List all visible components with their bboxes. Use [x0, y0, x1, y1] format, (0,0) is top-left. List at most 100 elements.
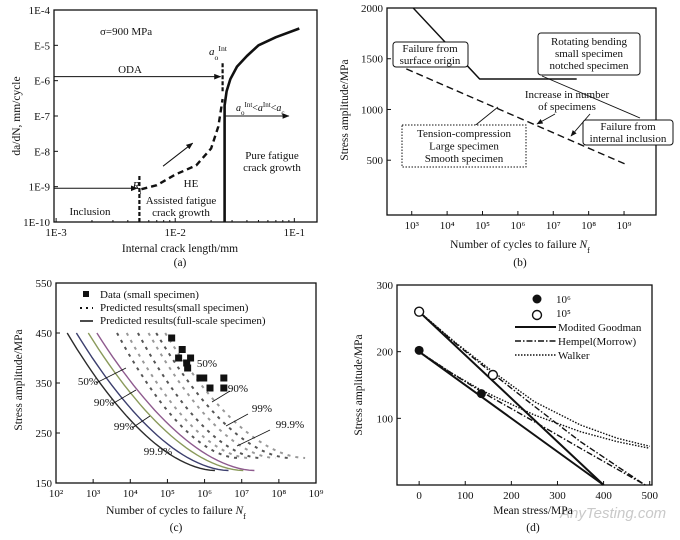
- internal-label-line: internal inclusion: [590, 133, 667, 145]
- y-tick-label: 350: [36, 378, 53, 390]
- x-axis-label-part: Number of cycles to failure: [450, 239, 579, 251]
- data-point: [200, 374, 208, 382]
- y-tick-label: 1E-4: [29, 5, 51, 17]
- stress-annotation: σ=900 MPa: [100, 26, 152, 38]
- x-tick-label: 10⁸: [271, 488, 286, 500]
- panel-caption: (b): [513, 257, 527, 269]
- increase-label-line: of specimens: [538, 101, 596, 113]
- x-tick-label: 1E-3: [45, 227, 67, 239]
- data-point-1e6: [476, 389, 486, 399]
- full-scale-curve: [75, 332, 229, 472]
- x-axis-label-part: Number of cycles to failure: [106, 505, 235, 517]
- x-tick-label: 500: [641, 490, 658, 502]
- y-tick-label: 450: [36, 328, 53, 340]
- crack-growth-solid-curve: [223, 27, 300, 222]
- x-axis-label: Number of cycles to failure Nf: [450, 239, 590, 255]
- internal-arrow: [570, 113, 591, 137]
- y-tick-label: 1000: [361, 104, 384, 116]
- chart-d: 0 100 200 300 400 500 100 200 300 Mean stress/MPa…: [353, 280, 658, 534]
- x-tick-label: 1E-1: [284, 227, 305, 239]
- x-axis-label-part: f: [587, 246, 590, 255]
- x-tick-label: 10⁹: [617, 220, 632, 232]
- surface-label-line: surface origin: [400, 55, 461, 67]
- small-specimen-curve: [147, 332, 276, 459]
- x-axis-label-part: f: [243, 512, 246, 521]
- crack-range-label-part: Int: [263, 101, 271, 109]
- tension-compression-line: [406, 68, 629, 166]
- x-tick-label: 10⁵: [475, 220, 490, 232]
- legend-label: 10⁵: [556, 308, 571, 320]
- data-point: [187, 354, 195, 362]
- series-walker: [418, 311, 650, 447]
- small-specimen-curve: [116, 332, 239, 459]
- internal-box: [582, 119, 674, 146]
- legend-label: Predicted results(full-scale specimen): [100, 315, 266, 327]
- y-tick-label: 1500: [361, 54, 384, 66]
- y-tick-label: E-7: [34, 111, 50, 123]
- inclusion-label: Inclusion: [70, 206, 111, 218]
- surface-box: [392, 41, 469, 68]
- legend-label: Hempel(Morrow): [558, 336, 637, 348]
- y-tick-label: 100: [377, 413, 394, 425]
- crack-range-label-part: <: [271, 103, 277, 114]
- small-specimen-curve: [155, 332, 291, 459]
- small-specimen-leader: [225, 413, 249, 427]
- ri-label-part: R: [132, 180, 140, 192]
- series-modited-goodman: [418, 350, 605, 486]
- y-tick-label: 300: [377, 280, 394, 292]
- full-scale-percent-label: 99%: [114, 421, 134, 433]
- data-point: [184, 364, 192, 372]
- panel-caption: (a): [174, 257, 187, 269]
- data-point-1e6: [414, 345, 424, 355]
- legend-open-circle: [531, 309, 543, 321]
- legend-label: Walker: [558, 350, 590, 362]
- legend-label: Data (small specimen): [100, 289, 199, 301]
- series-hempel-morrow-: [418, 311, 646, 486]
- x-tick-label: 10⁵: [160, 488, 175, 500]
- y-tick-label: 200: [377, 347, 394, 359]
- y-tick-label: E-5: [34, 40, 50, 52]
- tension-leader: [471, 106, 499, 129]
- crack-range-label-part: Int: [245, 101, 253, 109]
- oda-label: ODA: [118, 64, 142, 76]
- panel-caption: (c): [170, 522, 183, 534]
- small-specimen-percent-label: 99%: [252, 403, 272, 415]
- data-point: [178, 346, 186, 353]
- data-point: [220, 374, 228, 382]
- tension-label-line: Tension-compression: [417, 128, 511, 140]
- legend-label: 10⁶: [556, 294, 571, 306]
- crack-range-label-part: <: [252, 103, 258, 114]
- crack-range-label-part: c: [281, 109, 284, 117]
- a0-int-label-part: o: [215, 53, 219, 62]
- data-point: [168, 334, 176, 342]
- x-tick-label: 10⁷: [234, 488, 249, 500]
- full-scale-curve: [87, 332, 244, 472]
- series-walker: [418, 351, 650, 449]
- tension-box: [401, 124, 527, 168]
- x-tick-label: 10⁴: [123, 488, 138, 500]
- y-axis-label: Stress amplitude/MPa: [339, 59, 351, 160]
- a0-int-label-part: Int: [218, 44, 227, 53]
- series-hempel-morrow-: [418, 351, 646, 486]
- pure-label-line2: crack growth: [243, 162, 301, 174]
- x-axis-label: Internal crack length/mm: [122, 243, 238, 255]
- full-scale-curve: [96, 332, 255, 472]
- pure-label-line1: Pure fatigue: [245, 150, 299, 162]
- tension-label-line: Large specimen: [429, 141, 499, 153]
- y-tick-label: 150: [36, 478, 53, 490]
- surface-leader: [465, 63, 481, 80]
- he-label: HE: [184, 178, 199, 190]
- crack-range-label-part: o: [241, 109, 245, 117]
- y-tick-label: 250: [36, 428, 53, 440]
- y-axis-label: Stress amplitude/MPa: [353, 334, 365, 435]
- watermark-text: AnyTesting.com: [559, 505, 666, 522]
- full-scale-percent-label: 99.9%: [144, 446, 172, 458]
- y-axis-label: da/dN, mm/cycle: [11, 76, 23, 155]
- small-specimen-percent-label: 90%: [228, 383, 248, 395]
- a0-int-label-part: a: [209, 46, 215, 58]
- panel-caption: (d): [526, 522, 540, 534]
- ri-label: Ri: [132, 180, 142, 196]
- arrow: [162, 142, 194, 167]
- tension-label-line: Smooth specimen: [425, 153, 504, 165]
